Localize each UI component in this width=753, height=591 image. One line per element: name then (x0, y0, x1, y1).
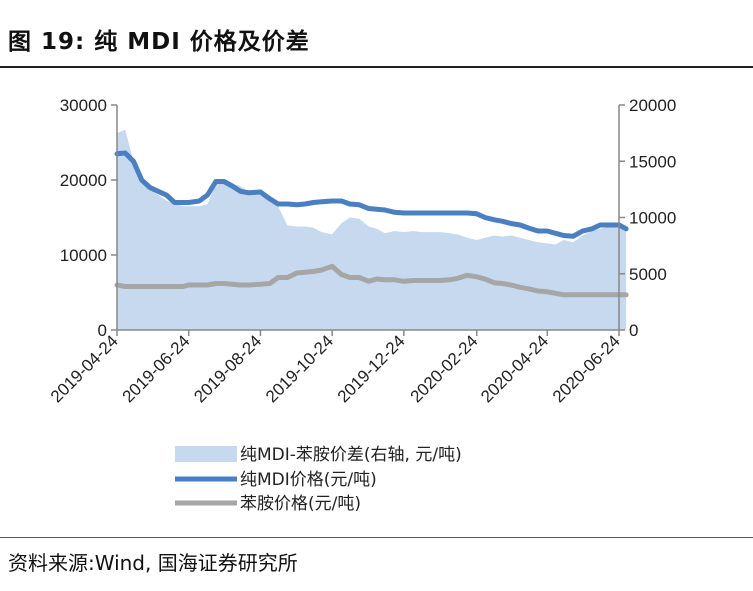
left-tick-label: 0 (98, 321, 107, 340)
title-divider (0, 66, 753, 68)
legend: 纯MDI-苯胺价差(右轴, 元/吨) 纯MDI价格(元/吨) 苯胺价格(元/吨) (175, 445, 462, 514)
legend-label-mdi: 纯MDI价格(元/吨) (240, 470, 377, 490)
x-tick-label: 2020-04-24 (477, 331, 552, 406)
source-divider (0, 537, 753, 538)
right-tick-label: 15000 (629, 152, 676, 171)
right-tick-label: 20000 (629, 96, 676, 115)
price-lines-layer (114, 150, 629, 298)
chart-canvas: 0 10000 20000 30000 0 5000 10000 15000 20000 2019… (47, 96, 676, 514)
right-tick-label: 0 (629, 321, 638, 340)
legend-label-aniline: 苯胺价格(元/吨) (240, 494, 361, 514)
mdi-price-line (114, 150, 629, 239)
x-tick-label: 2019-10-24 (262, 331, 337, 406)
legend-swatch-spread (175, 446, 237, 462)
x-tick-label: 2020-06-24 (549, 331, 624, 406)
left-tick-label: 10000 (60, 246, 107, 265)
left-tick-label: 30000 (60, 96, 107, 115)
x-tick-label: 2019-06-24 (119, 331, 194, 406)
x-tick-label: 2019-12-24 (334, 331, 409, 406)
x-tick-label: 2020-02-24 (407, 331, 482, 406)
chart-title: 图 19: 纯 MDI 价格及价差 (8, 29, 310, 55)
x-tick-label: 2019-04-24 (47, 331, 122, 406)
right-tick-label: 10000 (629, 209, 676, 228)
x-tick-label: 2019-08-24 (190, 331, 265, 406)
legend-label-spread: 纯MDI-苯胺价差(右轴, 元/吨) (240, 445, 462, 465)
left-tick-label: 20000 (60, 171, 107, 190)
source-note: 资料来源:Wind, 国海证券研究所 (8, 551, 298, 575)
spread-area (117, 129, 627, 330)
aniline-price-line (114, 263, 629, 298)
right-tick-label: 5000 (629, 265, 667, 284)
spread-area-layer (117, 129, 627, 330)
